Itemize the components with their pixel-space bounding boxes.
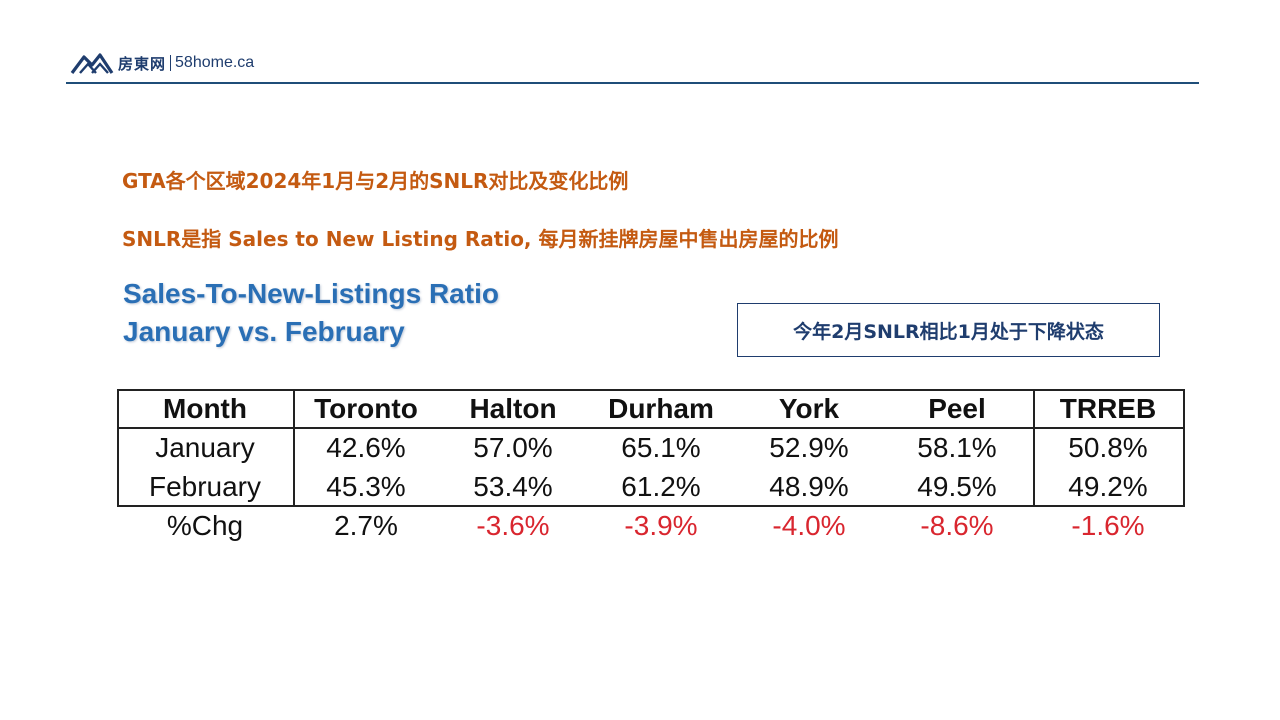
house-roof-icon [70,53,114,74]
cell-jan-toronto: 42.6% [326,431,406,463]
col-header-toronto: Toronto [314,392,418,424]
cell-jan-durham: 65.1% [621,431,701,463]
row-label-change: %Chg [166,509,244,541]
table-border [117,389,1185,507]
header-divider [66,82,1199,84]
cell-jan-peel: 58.1% [917,431,997,463]
table-change-row: %Chg 2.7% -3.6% -3.9% -4.0% -8.6% -1.6% [117,506,1185,545]
logo-separator [170,55,172,71]
heading-snlr-definition: SNLR是指 Sales to New Listing Ratio, 每月新挂牌… [122,227,839,251]
cell-feb-durham: 61.2% [621,470,701,502]
table-row: January 42.6% 57.0% 65.1% 52.9% 58.1% 50… [117,428,1185,467]
cell-chg-trreb: -1.6% [1071,509,1145,541]
col-header-durham: Durham [608,392,714,424]
table-header-rule [117,427,1185,429]
table-title-line2: January vs. February [123,316,405,347]
col-header-halton: Halton [469,392,557,424]
col-header-trreb: TRREB [1059,392,1157,424]
table-divider-trreb [1033,389,1035,507]
heading-comparison: GTA各个区域2024年1月与2月的SNLR对比及变化比例 [122,169,629,193]
cell-chg-durham: -3.9% [624,509,698,541]
row-label-january: January [155,431,255,463]
cell-jan-york: 52.9% [769,431,849,463]
cell-jan-trreb: 50.8% [1068,431,1148,463]
table-title: Sales-To-New-Listings Ratio January vs. … [123,275,499,351]
col-header-peel: Peel [928,392,986,424]
cell-chg-halton: -3.6% [476,509,550,541]
cell-feb-trreb: 49.2% [1068,470,1148,502]
table-header-row: Month Toronto Halton Durham York Peel TR… [117,389,1185,428]
cell-feb-halton: 53.4% [473,470,553,502]
cell-jan-halton: 57.0% [473,431,553,463]
col-header-month: Month [163,392,247,424]
cell-feb-toronto: 45.3% [326,470,406,502]
cell-feb-york: 48.9% [769,470,849,502]
callout-box: 今年2月SNLR相比1月处于下降状态 [737,303,1160,357]
table-divider-month [293,389,295,507]
snlr-table: Month Toronto Halton Durham York Peel TR… [117,389,1185,545]
logo-domain: 58home.ca [175,54,255,71]
row-label-february: February [148,470,262,502]
cell-chg-toronto: 2.7% [334,509,398,541]
col-header-york: York [778,392,840,424]
cell-chg-york: -4.0% [772,509,846,541]
logo: 房東网 58home.ca [70,50,254,76]
logo-chinese-name: 房東网 [118,54,167,73]
cell-feb-peel: 49.5% [917,470,997,502]
cell-chg-peel: -8.6% [920,509,994,541]
table-row: February 45.3% 53.4% 61.2% 48.9% 49.5% 4… [117,467,1185,506]
table-title-line1: Sales-To-New-Listings Ratio [123,278,499,309]
